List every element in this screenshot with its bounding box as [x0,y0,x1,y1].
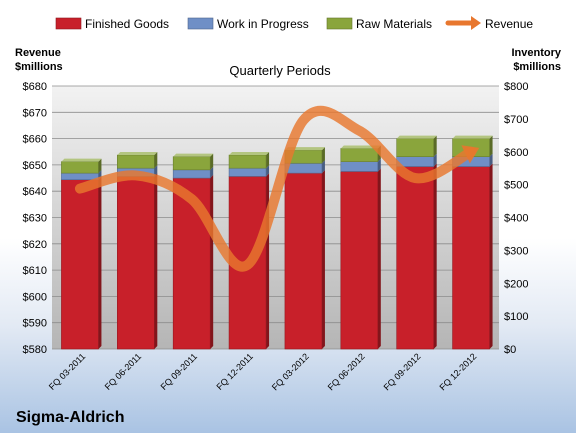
bar-segment [117,173,158,350]
legend-item: Work in Progress [187,17,309,31]
category-label: FQ 09-2012 [382,351,423,392]
chart-subtitle: Quarterly Periods [229,63,331,78]
legend-item: Revenue [445,16,533,31]
legend-item: Finished Goods [55,17,169,31]
right-axis-title-line2: $millions [513,61,561,73]
left-tick-label: $610 [23,265,47,277]
right-axis-title-line1: Inventory [511,47,561,59]
revenue-line [74,105,480,272]
legend-label: Raw Materials [356,17,432,31]
legend-item: Raw Materials [326,17,432,31]
left-tick-label: $660 [23,134,47,146]
bar-segment [117,152,158,169]
right-tick-label: $800 [504,81,528,93]
bar-segment [228,152,270,169]
bar-segment [396,135,437,157]
bar-segment [340,168,381,350]
bar-segment [61,158,102,174]
bar-segment [172,153,214,171]
right-tick-label: $100 [504,311,528,323]
category-label: FQ 03-2011 [47,351,88,392]
left-axis-title-line2: $millions [15,61,63,73]
right-tick-label: $300 [504,245,528,257]
right-tick-label: $600 [504,147,528,159]
left-tick-label: $590 [23,318,47,330]
legend: Finished Goods Work in Progress Raw Materi… [55,16,533,31]
bar-segment [396,163,437,350]
left-tick-label: $580 [23,344,47,356]
left-tick-label: $650 [23,160,47,172]
revenue-line-path [74,105,477,272]
company-name: Sigma-Aldrich [16,409,124,426]
bar-segment [61,176,102,350]
bar-segment [452,163,493,350]
chart-labels: Revenue $millions Inventory $millions Quarte… [15,47,562,426]
category-label: FQ 03-2012 [270,351,311,392]
right-tick-label: $200 [504,278,528,290]
legend-swatch [187,17,214,30]
left-axis-title-line1: Revenue [15,47,61,59]
left-tick-label: $600 [23,291,47,303]
legend-label: Revenue [485,17,533,31]
legend-swatch [326,17,353,30]
category-label: FQ 12-2011 [214,351,255,392]
revenue-arrowhead [461,145,480,164]
category-label: FQ 12-2012 [437,351,478,392]
right-tick-label: $700 [504,114,528,126]
left-tick-label: $680 [23,81,47,93]
left-tick-label: $670 [23,107,47,119]
right-tick-label: $400 [504,213,528,225]
legend-label: Work in Progress [217,17,309,31]
left-tick-label: $620 [23,239,47,251]
right-tick-label: $500 [504,180,528,192]
category-label: FQ 06-2012 [326,351,367,392]
bar-stacks [61,135,493,350]
left-tick-label: $640 [23,186,47,198]
legend-swatch [55,17,82,30]
bar-segment [284,170,325,350]
legend-label: Finished Goods [85,17,169,31]
category-label: FQ 06-2011 [103,351,144,392]
category-label: FQ 09-2011 [159,351,200,392]
left-tick-label: $630 [23,213,47,225]
right-tick-label: $0 [504,344,516,356]
